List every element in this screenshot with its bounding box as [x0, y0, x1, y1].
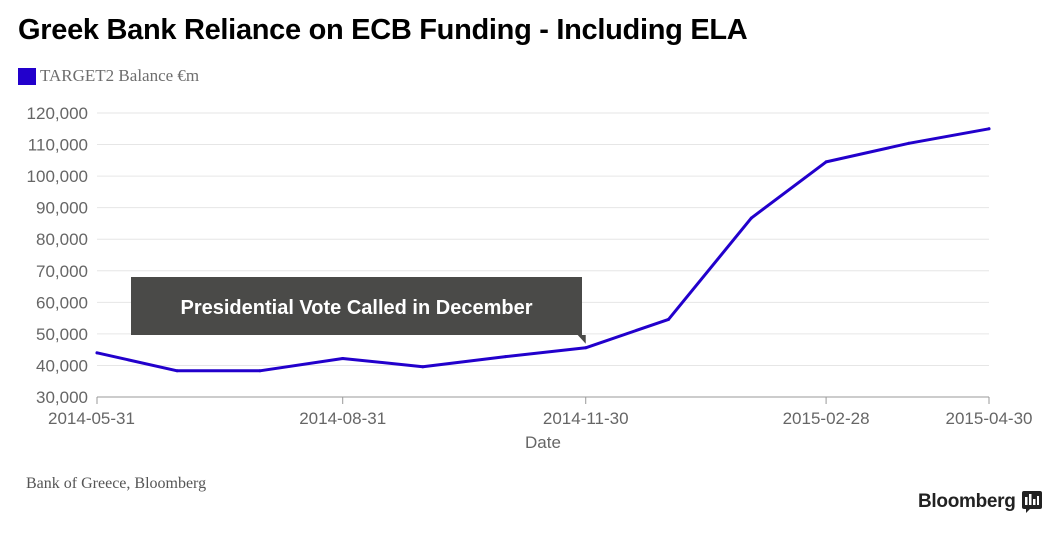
annotation-pointer: [577, 335, 586, 344]
x-axis-title: Date: [525, 433, 561, 452]
data-point: [258, 369, 262, 373]
annotation-box: [131, 277, 582, 335]
x-tick-label: 2015-02-28: [783, 409, 870, 428]
bloomberg-chart-icon: [1021, 491, 1042, 513]
brand-name: Bloomberg: [918, 491, 1016, 512]
annotation-text: Presidential Vote Called in December: [181, 297, 533, 319]
data-point: [749, 216, 753, 220]
y-tick-label: 80,000: [36, 230, 88, 249]
x-tick-label: 2014-11-30: [543, 409, 629, 428]
y-tick-label: 40,000: [36, 356, 88, 375]
legend: TARGET2 Balance €m: [18, 66, 199, 86]
data-point: [824, 160, 828, 164]
legend-swatch: [18, 67, 36, 85]
source-note: Bank of Greece, Bloomberg: [26, 475, 207, 492]
y-tick-label: 120,000: [27, 104, 88, 123]
data-point: [95, 351, 99, 355]
data-point: [421, 365, 425, 369]
y-tick-label: 110,000: [28, 136, 88, 155]
brand-logo: Bloomberg: [918, 491, 1042, 513]
legend-label: TARGET2 Balance €m: [40, 66, 200, 85]
data-point: [504, 355, 508, 359]
data-point: [341, 357, 345, 361]
y-tick-label: 100,000: [27, 167, 88, 186]
data-point: [175, 369, 179, 373]
x-tick-label: 2014-05-31: [48, 409, 135, 428]
y-tick-label: 90,000: [36, 199, 88, 218]
x-tick-label: 2014-08-31: [299, 409, 386, 428]
x-tick-label: 2015-04-30: [946, 409, 1033, 428]
data-point: [987, 127, 991, 131]
y-tick-label: 70,000: [36, 262, 88, 281]
data-point: [907, 141, 911, 145]
y-tick-label: 30,000: [36, 388, 88, 407]
chart-title: Greek Bank Reliance on ECB Funding - Inc…: [18, 14, 748, 46]
data-point: [584, 346, 588, 350]
series-line: [95, 127, 991, 373]
data-point: [667, 317, 671, 321]
y-tick-label: 50,000: [36, 325, 88, 344]
y-tick-label: 60,000: [36, 293, 88, 312]
